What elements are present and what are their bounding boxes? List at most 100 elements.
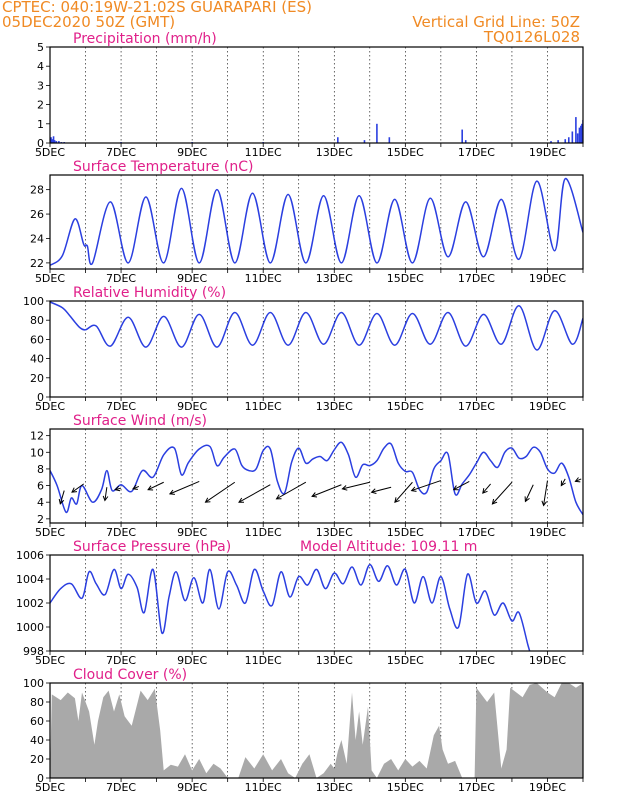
wind-arrow [492, 481, 513, 505]
x-tick-label: 17DEC [458, 654, 495, 667]
x-tick-label: 15DEC [387, 781, 424, 794]
wind-arrowhead [394, 497, 400, 503]
y-tick-label: 80 [30, 314, 44, 327]
precip-bar [337, 137, 339, 143]
x-tick-label: 9DEC [177, 272, 207, 285]
y-tick-label: 4 [37, 60, 44, 73]
y-tick-label: 1004 [16, 573, 44, 586]
precip-bar [571, 131, 574, 143]
wind-arrowhead [341, 485, 348, 491]
y-tick-label: 40 [30, 353, 44, 366]
x-tick-label: 15DEC [387, 526, 424, 539]
x-tick-label: 17DEC [458, 781, 495, 794]
wind-arrowhead [574, 477, 581, 483]
x-tick-label: 13DEC [316, 272, 353, 285]
y-tick-label: 100 [23, 295, 44, 308]
wind-arrowhead [541, 500, 547, 507]
model-code-text: TQ0126L028 [483, 28, 580, 46]
y-tick-label: 2 [37, 513, 44, 526]
wind-arrow [147, 481, 164, 491]
wind-arrowhead [147, 485, 154, 491]
x-tick-label: 9DEC [177, 654, 207, 667]
x-tick-label: 11DEC [245, 146, 282, 159]
y-tick-label: 60 [30, 333, 44, 346]
precip-bar [55, 141, 58, 143]
wind-arrow [371, 486, 392, 493]
precip-bar [581, 123, 583, 143]
x-tick-label: 9DEC [177, 146, 207, 159]
x-tick-label: 19DEC [529, 781, 566, 794]
y-tick-label: 6 [37, 480, 44, 493]
x-tick-label: 9DEC [177, 526, 207, 539]
series-line [50, 301, 583, 351]
station-info-text: CPTEC: 040:19W-21:02S GUARAPARI (ES) [2, 0, 312, 16]
precip-bar [50, 137, 52, 143]
panel-2: 5DEC 7DEC 9DEC 11DEC 13DEC 15DEC 17DEC 19DEC 22 2… [30, 159, 584, 285]
panel-annotation: Model Altitude: 109.11 m [300, 539, 477, 555]
series-line [50, 177, 583, 266]
x-tick-label: 15DEC [387, 272, 424, 285]
x-tick-label: 7DEC [106, 526, 136, 539]
precip-bar [567, 137, 570, 143]
wind-arrowhead [132, 484, 138, 490]
y-tick-label: 40 [30, 734, 44, 747]
x-tick-label: 15DEC [387, 146, 424, 159]
wind-arrowhead [311, 492, 318, 498]
x-tick-label: 11DEC [245, 400, 282, 413]
panel-1: 5DEC 7DEC 9DEC 11DEC 13DEC 15DEC 17DEC 19DEC 0 1 2… [35, 31, 584, 159]
panel-frame [49, 428, 584, 524]
x-tick-label: 19DEC [529, 272, 566, 285]
wind-arrowhead [114, 485, 121, 492]
y-tick-label: 24 [30, 232, 44, 245]
y-tick-label: 100 [23, 677, 44, 690]
precip-bar [564, 139, 567, 143]
wind-arrowhead [58, 498, 65, 505]
wind-arrow [411, 480, 442, 492]
wind-arrowhead [370, 488, 377, 494]
y-tick-label: 0 [37, 391, 44, 404]
wind-arrowhead [482, 488, 488, 494]
panel-title: Surface Temperature (nC) [73, 159, 254, 175]
wind-arrow [169, 480, 200, 495]
x-tick-label: 17DEC [458, 526, 495, 539]
plot-area [50, 683, 583, 778]
wind-arrow [560, 478, 566, 486]
x-tick-label: 7DEC [106, 400, 136, 413]
y-tick-label: 12 [30, 430, 44, 443]
precip-bar [363, 140, 366, 143]
x-tick-label: 13DEC [316, 400, 353, 413]
wind-arrow [71, 483, 85, 493]
x-tick-label: 5DEC [35, 272, 65, 285]
y-tick-label: 998 [23, 645, 44, 658]
y-tick-label: 22 [30, 257, 44, 270]
wind-arrowhead [238, 497, 244, 503]
wind-arrow [205, 481, 236, 503]
y-tick-label: 60 [30, 715, 44, 728]
plot-area [50, 441, 583, 516]
wind-arrowhead [102, 495, 109, 502]
x-tick-label: 7DEC [106, 781, 136, 794]
precip-bar [52, 136, 55, 143]
wind-arrowhead [524, 496, 530, 503]
x-tick-label: 5DEC [35, 781, 65, 794]
panel-3: 5DEC 7DEC 9DEC 11DEC 13DEC 15DEC 17DEC 19DEC 0 20… [23, 285, 584, 413]
x-tick-label: 5DEC [35, 400, 65, 413]
panel-frame [49, 174, 584, 270]
precip-bar [58, 141, 60, 143]
x-tick-label: 7DEC [106, 654, 136, 667]
y-tick-label: 26 [30, 208, 44, 221]
x-tick-label: 7DEC [106, 146, 136, 159]
wind-arrow [342, 481, 370, 490]
x-tick-label: 13DEC [316, 526, 353, 539]
wind-arrow [453, 480, 470, 491]
wind-arrowhead [168, 489, 175, 495]
x-tick-label: 19DEC [529, 654, 566, 667]
x-tick-label: 15DEC [387, 654, 424, 667]
wind-arrowhead [71, 487, 78, 493]
panel-title: Cloud Cover (%) [73, 667, 187, 683]
y-tick-label: 1000 [16, 621, 44, 634]
panel-title: Precipitation (mm/h) [73, 31, 217, 47]
panel-frame [49, 300, 584, 398]
x-tick-label: 19DEC [529, 400, 566, 413]
